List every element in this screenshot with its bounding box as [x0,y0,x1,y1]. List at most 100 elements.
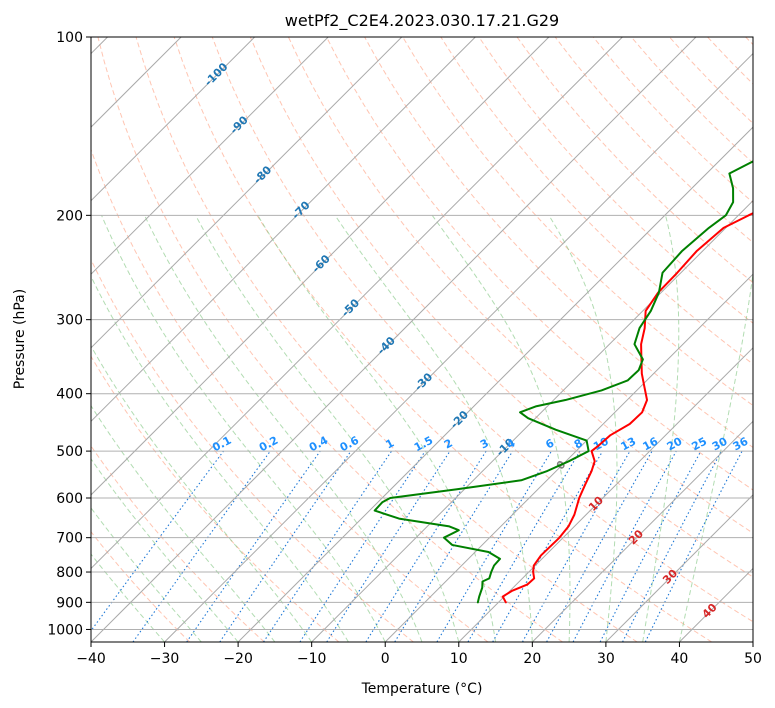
y-tick-label: 200 [56,208,83,224]
y-tick-label: 600 [56,491,83,507]
dry-adiabat-line [592,37,753,204]
isotherm-label: -60 [310,252,333,275]
mixing-ratio-line [546,450,653,642]
mixing-ratio-label: 36 [731,435,751,454]
y-tick-label: 100 [56,30,83,46]
dry-adiabat-line [516,37,753,284]
mixing-ratio-line [644,450,743,642]
isotherm-line [91,37,476,423]
x-tick-label: −40 [76,651,106,667]
mixing-ratio-label: 25 [689,435,709,454]
x-axis: −40 −30 −20 −10 0 10 20 30 40 50 [76,642,762,667]
moist-adiabat-line [91,345,313,642]
isotherm-label: -80 [251,163,274,186]
mixing-ratio-line [521,450,631,642]
plot-frame [90,36,754,643]
chart-title: wetPf2_C2E4.2023.030.17.21.G29 [285,11,559,31]
dry-adiabat-line [97,37,563,642]
moist-adiabat-line [548,215,618,642]
dry-adiabat-line [440,37,753,365]
x-tick-label: −20 [223,651,253,667]
mixing-ratio-label: 20 [665,435,685,454]
isotherm-label: -20 [448,408,471,431]
dry-adiabat-line [326,37,753,491]
dry-adiabat-line [91,258,414,642]
isotherm-line [311,199,753,642]
mixing-ratio-label: 16 [641,435,661,454]
mixing-ratio-line [186,450,321,642]
x-tick-label: −10 [297,651,327,667]
x-tick-label: 0 [381,651,390,667]
y-axis-label: Pressure (hPa) [12,289,28,389]
isotherm-line [164,52,753,642]
x-tick-label: 10 [450,651,468,667]
y-tick-label: 1000 [47,622,83,638]
y-tick-label: 800 [56,565,83,581]
y-tick-label: 900 [56,595,83,611]
mixing-ratio-line [326,450,451,642]
x-tick-label: 30 [597,651,615,667]
mixing-ratio-line [599,450,702,642]
isotherm-line [91,37,697,642]
moist-adiabat-line [257,215,497,642]
dry-adiabat-line [91,531,191,642]
x-tick-label: 50 [744,651,762,667]
dry-adiabat-line [91,445,265,642]
isotherm-line [237,126,753,642]
mixing-ratio-label: 13 [619,435,639,454]
mixing-ratio-label: 30 [710,435,730,454]
dry-adiabat-line [745,37,753,46]
isotherm-label: -70 [289,198,312,221]
y-tick-label: 400 [56,387,83,403]
y-tick-label: 300 [56,313,83,329]
isotherm-line [91,37,256,202]
moist-adiabat-line [195,215,460,642]
isotherm-line [752,641,753,642]
dewpoint-profile-line [373,160,753,604]
mixing-ratio-line [394,450,514,642]
isotherm-label: 20 [626,527,646,547]
x-tick-label: 20 [523,651,541,667]
isotherm-line [679,567,753,642]
temperature-profile-line [501,212,753,604]
isotherm-label: -40 [375,334,398,357]
dry-adiabat-line [364,37,753,449]
isotherm-label: -50 [339,296,362,319]
mixing-ratio-line [436,450,552,642]
mixing-ratio-line [91,450,224,632]
mixing-ratio-line [263,450,392,642]
moist-adiabat-line [91,458,239,642]
x-tick-label: 40 [671,651,689,667]
x-tick-label: −30 [150,651,180,667]
dry-adiabat-line [402,37,753,407]
mixing-ratio-label: 1 [383,436,396,451]
mixing-ratio-label: 2 [442,436,455,451]
mixing-ratio-line [219,450,352,642]
moist-adiabat-line [334,215,533,642]
isotherm-label: 30 [660,566,680,586]
isotherm-line [605,494,753,642]
isotherm-line [384,273,753,642]
mixing-ratio-line [299,450,426,642]
dry-adiabat-line [135,37,638,642]
y-tick-label: 700 [56,531,83,547]
dry-adiabat-line [707,37,753,85]
dry-adiabat-line [173,37,713,642]
dry-adiabat-line [211,37,753,623]
moist-adiabat-line [91,553,165,642]
isotherm-label: -100 [202,60,231,89]
moist-adiabat-line [101,215,386,642]
moist-adiabat-line [91,404,276,642]
dry-adiabat-line [249,37,753,578]
isotherm-line [91,37,329,275]
isotherm-line [91,37,403,349]
dry-adiabat-line [478,37,753,324]
isotherm-label: -90 [228,113,251,136]
isotherm-line [531,420,753,642]
isotherm-label: -30 [412,370,435,393]
moist-adiabat-line [678,270,753,642]
isotherm-label: 10 [586,494,606,514]
moist-adiabat-line [642,215,680,642]
y-tick-label: 500 [56,444,83,460]
